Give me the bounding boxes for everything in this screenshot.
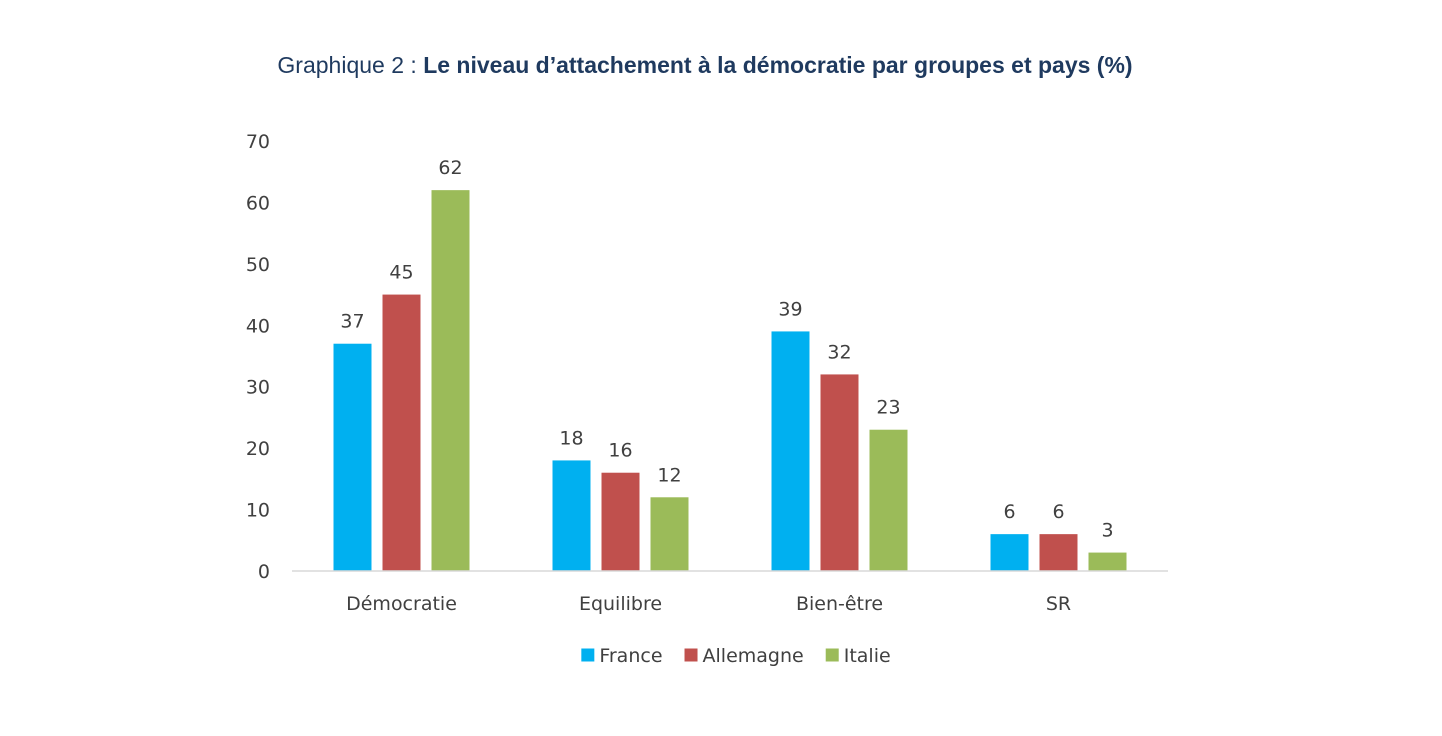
chart-title: Graphique 2 : Le niveau d’attachement à …: [0, 52, 1410, 79]
category-label: Bien-être: [796, 593, 883, 615]
bar-france: [990, 534, 1029, 571]
data-label: 18: [559, 427, 583, 449]
chart-title-prefix: Graphique 2 :: [277, 52, 424, 78]
y-tick-label: 20: [246, 438, 270, 460]
y-tick-label: 60: [246, 192, 270, 214]
data-label: 32: [827, 341, 851, 363]
y-tick-label: 10: [246, 500, 270, 522]
category-label: Equilibre: [579, 593, 662, 615]
bar-italie: [1088, 552, 1127, 571]
y-axis-ticks: 0 10 20 30 40 50 60 70: [246, 131, 270, 583]
bar-italie: [431, 190, 470, 571]
y-tick-label: 30: [246, 377, 270, 399]
legend-label: Italie: [844, 645, 891, 667]
y-tick-label: 70: [246, 131, 270, 153]
bar-france: [771, 331, 810, 571]
legend-swatch-france: [581, 648, 595, 662]
data-label: 3: [1101, 520, 1113, 542]
bar-france: [333, 343, 372, 571]
data-label: 62: [438, 157, 462, 179]
legend-swatch-allemagne: [684, 648, 698, 662]
data-label: 6: [1052, 501, 1064, 523]
data-label: 16: [608, 440, 632, 462]
category-labels: Démocratie Equilibre Bien-être SR: [346, 593, 1071, 615]
data-label: 45: [389, 262, 413, 284]
bar-allemagne: [820, 374, 859, 571]
bar-france: [552, 460, 591, 571]
bar-italie: [869, 429, 908, 571]
legend: France Allemagne Italie: [581, 645, 891, 667]
legend-label: Allemagne: [703, 645, 804, 667]
y-tick-label: 0: [258, 561, 270, 583]
data-label: 6: [1003, 501, 1015, 523]
bar-allemagne: [1039, 534, 1078, 571]
data-label: 12: [657, 464, 681, 486]
bars: [333, 190, 1127, 571]
category-label: SR: [1046, 593, 1071, 615]
bar-allemagne: [382, 294, 421, 571]
bar-allemagne: [601, 472, 640, 571]
chart-title-main: Le niveau d’attachement à la démocratie …: [423, 52, 1133, 78]
data-label: 37: [340, 311, 364, 333]
legend-label: France: [599, 645, 662, 667]
data-labels: 37 45 62 18 16 12 39 32 23 6 6 3: [340, 157, 1113, 541]
data-label: 39: [778, 298, 802, 320]
data-label: 23: [876, 397, 900, 419]
legend-swatch-italie: [825, 648, 839, 662]
category-label: Démocratie: [346, 593, 457, 615]
y-tick-label: 40: [246, 315, 270, 337]
y-tick-label: 50: [246, 254, 270, 276]
bar-italie: [650, 497, 689, 571]
